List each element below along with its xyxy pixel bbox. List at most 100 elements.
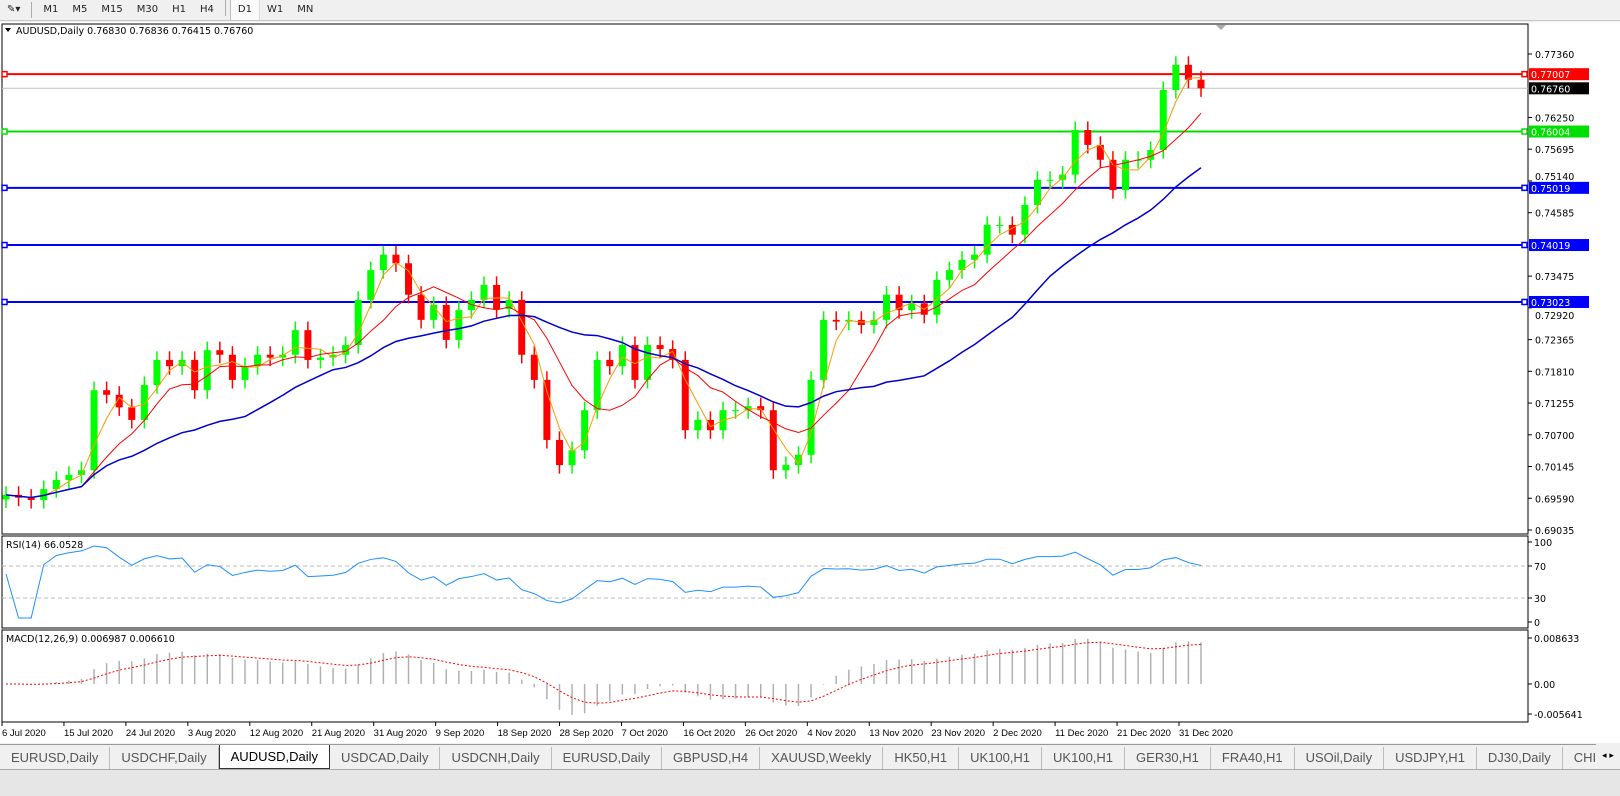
chart-tab[interactable]: USDCHF,Daily xyxy=(110,747,219,769)
chart-tab[interactable]: USDCAD,Daily xyxy=(330,747,441,769)
price-axis-label: 0.76250 xyxy=(1535,113,1574,124)
candle-body xyxy=(1084,130,1092,145)
candle-body xyxy=(77,470,85,475)
line-handle[interactable] xyxy=(1,298,8,306)
chart-tab[interactable]: USDJPY,H1 xyxy=(1384,747,1477,769)
line-handle[interactable] xyxy=(1,241,8,249)
rsi-panel[interactable] xyxy=(1,535,1529,629)
current-price-label: 0.76760 xyxy=(1531,84,1570,95)
candle-body xyxy=(644,345,652,380)
chart-tabs: EURUSD,Daily USDCHF,Daily AUDUSD,Daily USDC… xyxy=(0,744,1620,769)
chart-canvas[interactable]: 0.77360 0.76250 0.75695 0.75140 0.74585 0.734… xyxy=(0,22,1620,743)
chart-tab[interactable]: UK100,H1 xyxy=(1042,747,1126,769)
candle-body xyxy=(1109,159,1117,191)
candle-body xyxy=(1059,174,1067,180)
macd-signal-line xyxy=(5,641,1202,704)
price-label: 0.73023 xyxy=(1531,298,1570,309)
line-handle[interactable] xyxy=(1521,184,1528,192)
timeframe-d1[interactable]: D1 xyxy=(229,0,260,20)
timeframe-m5[interactable]: M5 xyxy=(72,4,88,15)
timeframe-h4[interactable]: H4 xyxy=(200,4,214,15)
candle-body xyxy=(983,224,991,255)
rsi-axis-label: 70 xyxy=(1534,562,1546,573)
candle-body xyxy=(895,294,903,311)
toolbar-divider xyxy=(31,2,33,18)
candle-body xyxy=(1008,224,1016,235)
candle-body xyxy=(103,390,111,395)
timeframe-m30[interactable]: M30 xyxy=(136,4,159,15)
candle-body xyxy=(1159,90,1167,151)
candle-body xyxy=(430,305,438,320)
candle-body xyxy=(933,279,941,315)
price-axis-label: 0.70145 xyxy=(1535,463,1574,474)
candle-body xyxy=(958,259,966,271)
date-axis-label: 15 Jul 2020 xyxy=(64,728,113,739)
date-axis-label: 31 Aug 2020 xyxy=(374,728,427,739)
timeframe-toolbar: ✎▾ M1 M5 M15 M30 H1 H4 D1 W1 MN xyxy=(0,0,1620,21)
chart-tab[interactable]: UK100,H1 xyxy=(959,747,1043,769)
rsi-axis-label: 100 xyxy=(1534,538,1552,549)
candle-body xyxy=(241,366,249,380)
tab-scroll-arrows[interactable]: ◂ ▸ xyxy=(1596,744,1620,769)
timeframe-h1[interactable]: H1 xyxy=(172,4,187,15)
line-tool-icon[interactable]: ✎▾ xyxy=(7,4,21,15)
timeframe-mn[interactable]: MN xyxy=(297,4,314,15)
price-axis-label: 0.75140 xyxy=(1535,172,1574,183)
candle-body xyxy=(518,299,526,355)
candle-body xyxy=(530,354,538,380)
ma-slow-line xyxy=(5,167,1202,499)
price-axis-label: 0.72920 xyxy=(1535,311,1574,322)
candle-body xyxy=(1096,144,1104,160)
timeframe-m15[interactable]: M15 xyxy=(101,4,123,15)
chart-tab[interactable]: XAUUSD,Weekly xyxy=(760,747,884,769)
candle-body xyxy=(65,474,73,480)
chart-tab[interactable]: GER30,H1 xyxy=(1125,747,1211,769)
timeframe-m1[interactable]: M1 xyxy=(43,4,59,15)
line-handle[interactable] xyxy=(1521,241,1528,249)
timeframe-w1[interactable]: W1 xyxy=(266,4,284,15)
chart-tab[interactable]: EURUSD,Daily xyxy=(0,747,111,769)
collapse-triangle-icon[interactable] xyxy=(5,28,11,32)
price-label-bg xyxy=(1529,295,1589,308)
candle-body xyxy=(2,494,10,500)
chart-shift-marker-icon[interactable] xyxy=(1216,25,1226,30)
candle-body xyxy=(1197,79,1205,89)
price-axis-label: 0.74585 xyxy=(1535,209,1574,220)
line-handle[interactable] xyxy=(1521,128,1528,135)
main-chart-panel[interactable] xyxy=(1,23,1529,535)
candle-body xyxy=(606,359,614,367)
chart-tab[interactable]: EURUSD,Daily xyxy=(552,747,662,769)
price-axis-label: 0.75695 xyxy=(1535,145,1574,156)
line-handle[interactable] xyxy=(1,184,8,192)
rsi-axis-label: 30 xyxy=(1534,594,1546,605)
price-label: 0.74019 xyxy=(1531,241,1570,252)
chart-tab[interactable]: AUDUSD,Daily xyxy=(218,745,331,769)
line-handle[interactable] xyxy=(1,128,8,135)
candle-body xyxy=(153,359,161,386)
candle-body xyxy=(996,224,1004,226)
line-handle[interactable] xyxy=(1,70,8,78)
chart-tab[interactable]: USDCNH,Daily xyxy=(440,747,552,769)
candle-body xyxy=(342,345,350,355)
candle-body xyxy=(1172,64,1180,91)
chart-tab[interactable]: GBPUSD,H4 xyxy=(662,747,761,769)
line-handle[interactable] xyxy=(1521,70,1528,78)
chart-tab[interactable]: DJ30,Daily xyxy=(1477,747,1563,769)
price-label: 0.75019 xyxy=(1531,184,1570,195)
date-axis-label: 21 Dec 2020 xyxy=(1117,728,1171,739)
candle-body xyxy=(216,350,224,355)
candle-body xyxy=(191,359,199,391)
chart-tab[interactable]: FRA40,H1 xyxy=(1211,747,1295,769)
candle-body xyxy=(27,497,35,500)
chart-tab[interactable]: HK50,H1 xyxy=(883,747,960,769)
chart-window[interactable]: 0.77360 0.76250 0.75695 0.75140 0.74585 0.734… xyxy=(0,22,1620,743)
current-price-bg xyxy=(1529,82,1589,95)
macd-panel[interactable] xyxy=(1,629,1529,723)
chart-header: AUDUSD,Daily 0.76830 0.76836 0.76415 0.7… xyxy=(16,26,253,37)
line-handle[interactable] xyxy=(1521,298,1528,306)
date-axis-label: 3 Aug 2020 xyxy=(188,728,236,739)
price-axis-label: 0.72365 xyxy=(1535,336,1574,347)
chart-tab[interactable]: USOil,Daily xyxy=(1295,747,1385,769)
candle-body xyxy=(1184,64,1192,80)
date-axis-label: 31 Dec 2020 xyxy=(1179,728,1233,739)
